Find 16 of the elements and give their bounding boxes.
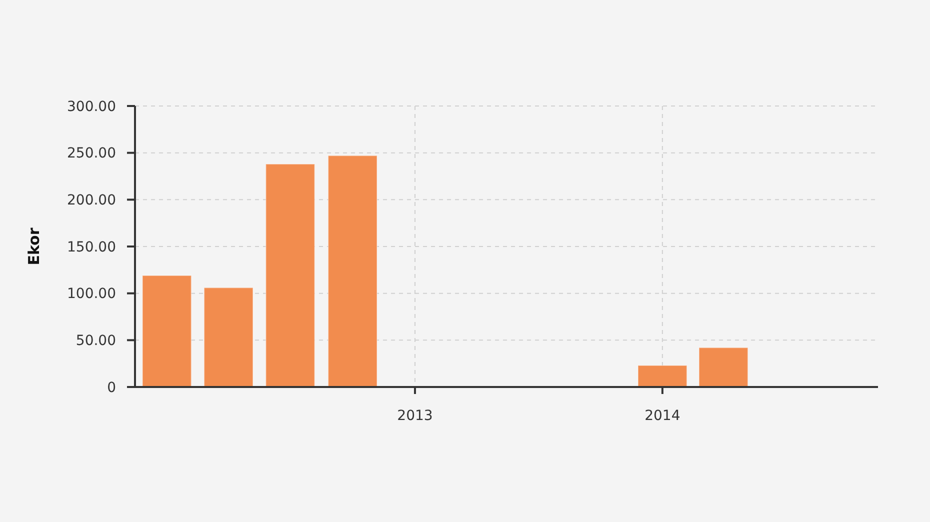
y-axis-title: Ekor bbox=[25, 227, 43, 266]
bar bbox=[204, 287, 254, 388]
y-tick-label: 0 bbox=[107, 380, 116, 396]
y-tick-label: 200.00 bbox=[67, 192, 116, 209]
bar bbox=[638, 364, 688, 388]
bar bbox=[328, 155, 378, 388]
y-tick-label: 250.00 bbox=[67, 146, 116, 162]
x-tick-label: 2014 bbox=[644, 408, 680, 424]
y-tick-label: 150.00 bbox=[67, 239, 116, 256]
y-tick-label: 300.00 bbox=[67, 98, 116, 115]
bar bbox=[698, 347, 748, 388]
y-tick-label: 50.00 bbox=[76, 333, 116, 350]
y-tick-label: 100.00 bbox=[67, 286, 116, 302]
bar bbox=[142, 275, 192, 388]
bar bbox=[265, 164, 316, 388]
x-tick-label: 2013 bbox=[397, 408, 433, 424]
